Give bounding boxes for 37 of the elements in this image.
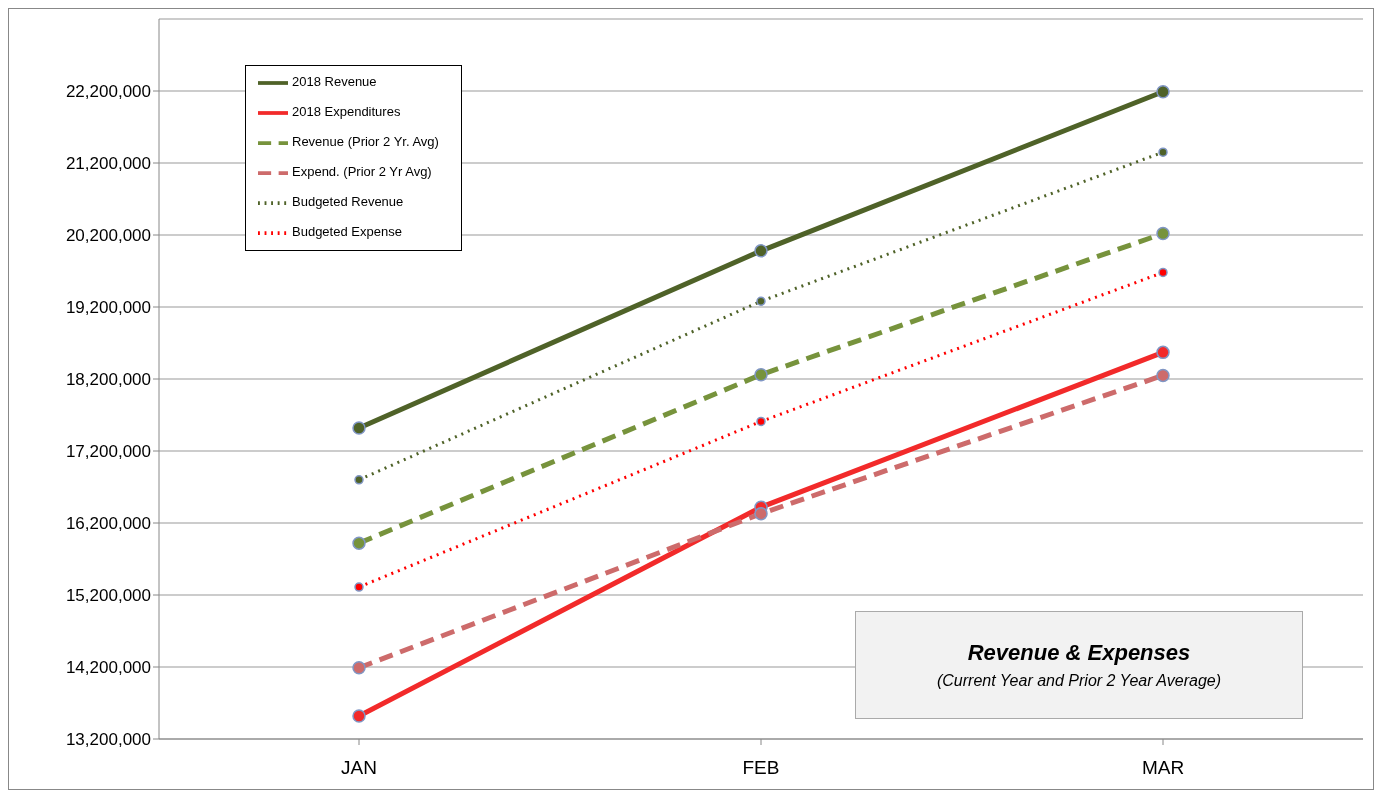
title-box: Revenue & Expenses (Current Year and Prior 2 Year Average) xyxy=(855,611,1303,719)
point xyxy=(354,582,364,592)
legend-label: Budgeted Revenue xyxy=(292,194,404,210)
y-tick-label: 15,200,000 xyxy=(65,586,151,606)
point xyxy=(352,536,366,550)
point xyxy=(352,709,366,723)
y-tick-label: 14,200,000 xyxy=(65,658,151,678)
point xyxy=(1156,226,1170,241)
point xyxy=(754,244,768,258)
point xyxy=(354,475,364,485)
y-tick-label: 17,200,000 xyxy=(65,442,151,462)
y-tick-label: 21,200,000 xyxy=(65,154,151,174)
point xyxy=(756,296,766,306)
legend-label: 2018 Expenditures xyxy=(292,104,401,120)
x-tick-label: FEB xyxy=(742,757,780,779)
point xyxy=(754,506,768,521)
legend-label: Budgeted Expense xyxy=(292,224,402,240)
legend-label: Expend. (Prior 2 Yr Avg) xyxy=(292,164,432,180)
x-tick-label: JAN xyxy=(341,757,377,779)
y-tick-label: 16,200,000 xyxy=(65,514,151,534)
y-tick-label: 13,200,000 xyxy=(65,730,151,750)
y-tick-label: 18,200,000 xyxy=(65,370,151,390)
legend-label: 2018 Revenue xyxy=(292,74,377,90)
point xyxy=(1158,267,1168,278)
point xyxy=(1156,368,1170,383)
y-tick-label: 20,200,000 xyxy=(65,226,151,246)
legend-label: Revenue (Prior 2 Yr. Avg) xyxy=(292,134,439,150)
point xyxy=(1158,147,1168,157)
point xyxy=(352,421,366,435)
point xyxy=(352,660,366,675)
point xyxy=(1156,84,1170,99)
point xyxy=(756,416,766,427)
y-tick-label: 19,200,000 xyxy=(65,298,151,318)
y-tick-label: 22,200,000 xyxy=(65,82,151,102)
x-tick-label: MAR xyxy=(1141,757,1185,779)
point xyxy=(754,367,768,382)
point xyxy=(1156,345,1170,360)
